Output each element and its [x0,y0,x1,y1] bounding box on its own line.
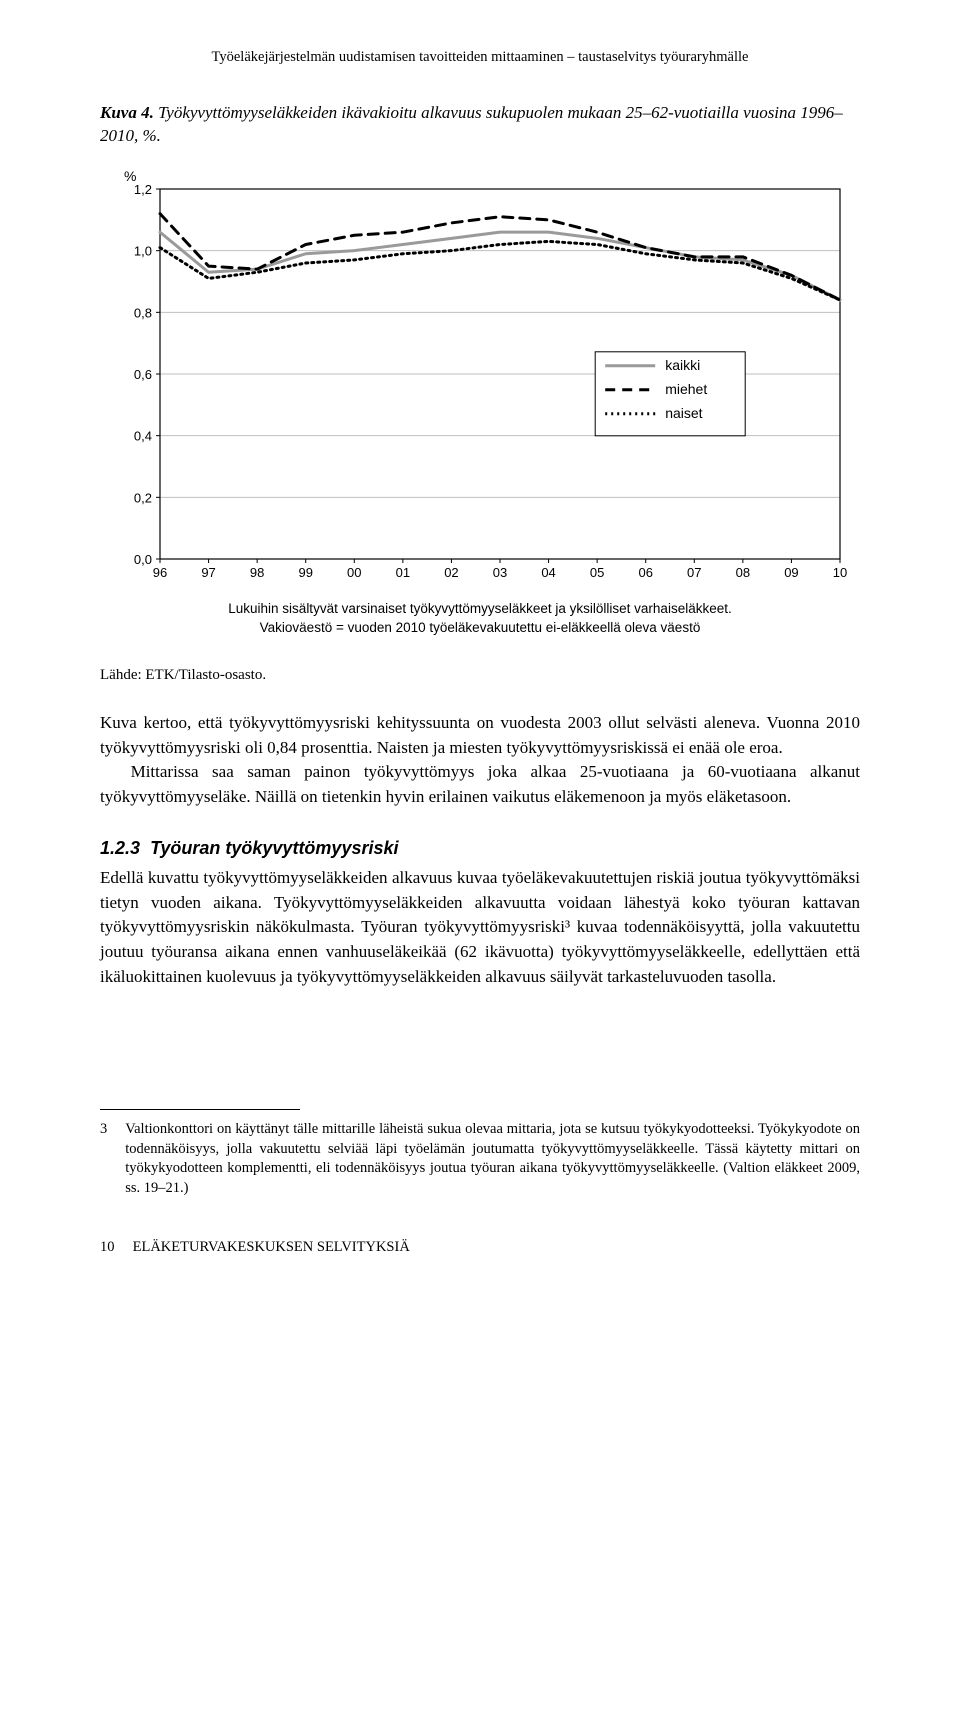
footnote-rule [100,1109,300,1110]
chart-source: Lähde: ETK/Tilasto-osasto. [100,665,860,685]
footer-text: ELÄKETURVAKESKUKSEN SELVITYKSIÄ [133,1239,410,1255]
svg-text:98: 98 [250,565,264,580]
page-footer: 10 ELÄKETURVAKESKUKSEN SELVITYKSIÄ [100,1238,860,1258]
figure-caption: Kuva 4. Työkyvyttömyyseläkkeiden ikävaki… [100,102,860,148]
svg-text:0,0: 0,0 [134,552,152,567]
footnote-text: Valtionkonttori on käyttänyt tälle mitta… [125,1120,860,1198]
svg-text:07: 07 [687,565,701,580]
svg-text:96: 96 [153,565,167,580]
svg-text:04: 04 [541,565,555,580]
svg-text:03: 03 [493,565,507,580]
svg-text:02: 02 [444,565,458,580]
page-number: 10 [100,1239,115,1255]
svg-text:0,4: 0,4 [134,429,152,444]
paragraph-1: Kuva kertoo, että työkyvyttömyysriski ke… [100,711,860,760]
svg-text:naiset: naiset [665,405,702,421]
svg-text:0,6: 0,6 [134,367,152,382]
svg-text:0,8: 0,8 [134,306,152,321]
svg-text:10: 10 [833,565,847,580]
subsection-title: Työuran työkyvyttömyysriski [150,838,398,858]
paragraph-2: Mittarissa saa saman painon työkyvyttömy… [100,760,860,809]
svg-text:99: 99 [298,565,312,580]
chart-footnote-line1: Lukuihin sisältyvät varsinaiset työkyvyt… [100,600,860,618]
chart-footnote: Lukuihin sisältyvät varsinaiset työkyvyt… [100,600,860,636]
subsection-number: 1.2.3 [100,838,140,858]
subsection-heading: 1.2.3 Työuran työkyvyttömyysriski [100,836,860,860]
svg-text:%: % [124,168,136,184]
svg-text:kaikki: kaikki [665,357,700,373]
figure-caption-text: Työkyvyttömyyseläkkeiden ikävakioitu alk… [100,103,843,145]
svg-text:09: 09 [784,565,798,580]
chart-footnote-line2: Vakioväestö = vuoden 2010 työeläkevakuut… [100,619,860,637]
svg-text:1,2: 1,2 [134,182,152,197]
svg-text:08: 08 [736,565,750,580]
subsection-body: Edellä kuvattu työkyvyttömyyseläkkeiden … [100,866,860,989]
body-paragraphs: Kuva kertoo, että työkyvyttömyysriski ke… [100,711,860,810]
running-header: Työeläkejärjestelmän uudistamisen tavoit… [100,48,860,68]
svg-text:1,0: 1,0 [134,244,152,259]
svg-text:97: 97 [201,565,215,580]
subsection-paragraph: Edellä kuvattu työkyvyttömyyseläkkeiden … [100,866,860,989]
line-chart: 0,0 0,2 0,4 0,6 0,8 1,0 1,2% 96 97 98 99 00 01 02 03 04… [100,159,860,594]
svg-text:miehet: miehet [665,381,707,397]
svg-text:0,2: 0,2 [134,491,152,506]
svg-text:06: 06 [638,565,652,580]
svg-text:05: 05 [590,565,604,580]
footnote-number: 3 [100,1120,107,1198]
footnote: 3 Valtionkonttori on käyttänyt tälle mit… [100,1120,860,1198]
svg-text:00: 00 [347,565,361,580]
svg-text:01: 01 [396,565,410,580]
figure-caption-number: Kuva 4. [100,103,154,122]
